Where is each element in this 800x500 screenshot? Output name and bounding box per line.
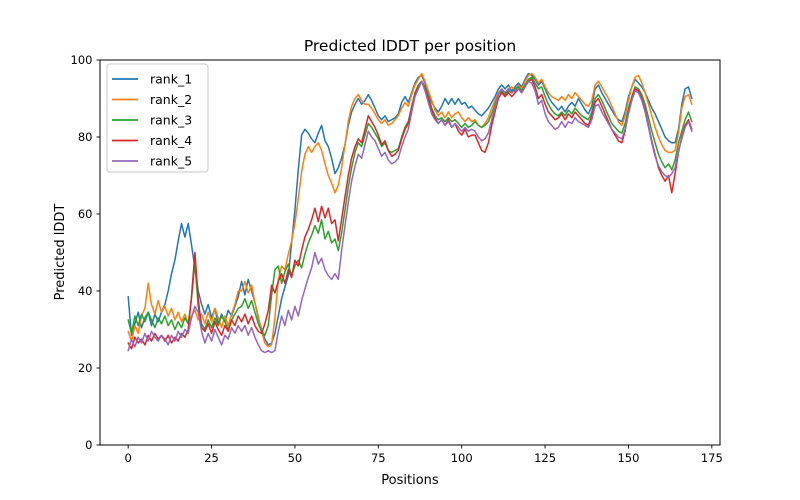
series-line-rank_1 <box>127 72 693 346</box>
legend-label-rank_1: rank_1 <box>150 72 192 87</box>
x-tick-label: 50 <box>288 451 303 465</box>
legend-label-rank_5: rank_5 <box>150 154 192 169</box>
x-tick-label: 125 <box>534 451 556 465</box>
y-tick-label: 40 <box>78 284 93 298</box>
y-tick-label: 0 <box>85 438 92 452</box>
legend-label-rank_3: rank_3 <box>150 113 192 128</box>
chart-title: Predicted lDDT per position <box>304 37 516 55</box>
y-tick-label: 100 <box>71 53 93 67</box>
x-tick-label: 150 <box>617 451 639 465</box>
x-tick-label: 75 <box>371 451 386 465</box>
series-line-rank_5 <box>127 80 693 354</box>
plot-area: 0 25 50 75 100 125 150 175 0 20 40 60 80 100 rank_1ran… <box>71 53 723 465</box>
legend-label-rank_2: rank_2 <box>150 92 192 107</box>
y-tick-label: 80 <box>78 130 93 144</box>
y-axis-label: Predicted lDDT <box>53 204 68 301</box>
x-tick-label: 25 <box>204 451 219 465</box>
series-line-rank_4 <box>127 78 693 350</box>
y-tick-label: 60 <box>78 207 93 221</box>
series-line-rank_2 <box>127 72 693 348</box>
legend-label-rank_4: rank_4 <box>150 133 192 148</box>
x-tick-label: 175 <box>701 451 723 465</box>
x-axis-label: Positions <box>381 473 439 488</box>
x-tick-label: 0 <box>125 451 132 465</box>
legend-box <box>106 63 209 173</box>
y-tick-label: 20 <box>78 361 93 375</box>
axes-spines <box>99 59 721 446</box>
x-tick-label: 100 <box>451 451 473 465</box>
